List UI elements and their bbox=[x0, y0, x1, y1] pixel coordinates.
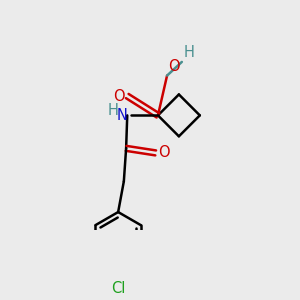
Text: Cl: Cl bbox=[111, 281, 125, 296]
Text: H: H bbox=[107, 103, 118, 118]
Text: N: N bbox=[116, 108, 127, 123]
Text: H: H bbox=[184, 45, 195, 60]
Text: O: O bbox=[113, 88, 124, 104]
Text: O: O bbox=[168, 59, 180, 74]
Text: O: O bbox=[158, 146, 170, 160]
